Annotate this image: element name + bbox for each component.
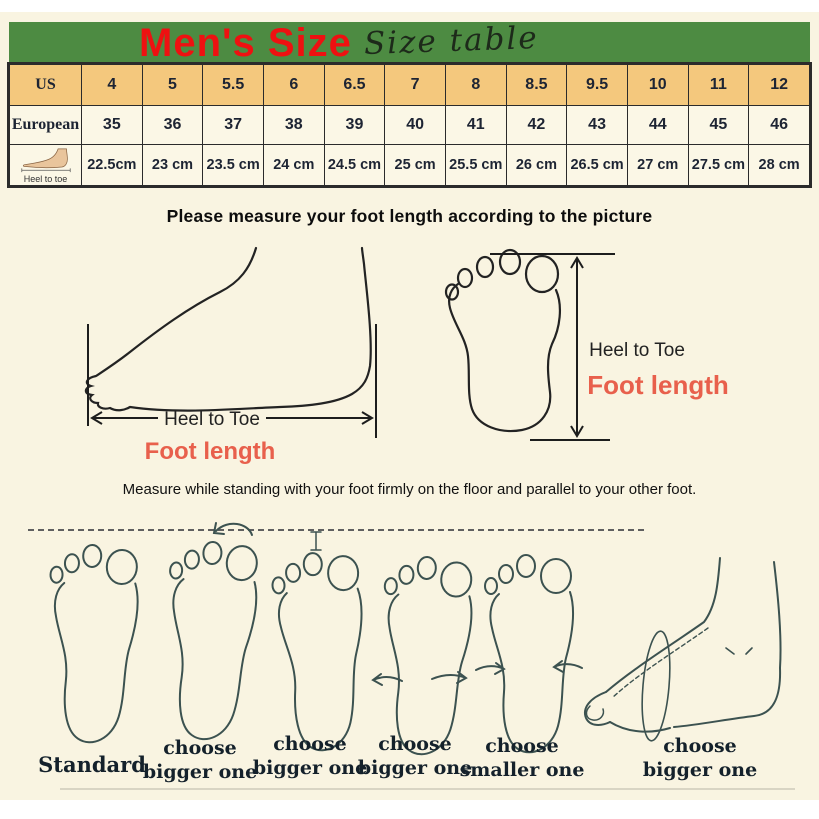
foot-measure-icon-wrap: Heel to toe xyxy=(10,147,81,184)
toe-alignment-dashed-line xyxy=(28,529,644,531)
standing-note: Measure while standing with your foot fi… xyxy=(122,481,697,498)
size-cell: 4 xyxy=(81,64,143,106)
fit-label-bigger-2: choose bigger one xyxy=(252,733,368,779)
size-cell: 42 xyxy=(505,105,568,145)
size-cell: 35 xyxy=(81,105,143,145)
size-cell: 8 xyxy=(444,64,507,106)
arrows-inward xyxy=(475,660,583,675)
size-cell: 26 cm xyxy=(505,144,568,186)
gap-marker xyxy=(310,531,322,551)
size-cell: 46 xyxy=(748,105,810,145)
heel-to-toe-label: Heel to Toe xyxy=(164,409,260,430)
bottom-divider xyxy=(60,788,795,790)
size-cell: 9.5 xyxy=(566,64,628,106)
size-cell: 37 xyxy=(202,105,264,145)
fit-label-bigger-4: choose bigger one xyxy=(642,735,758,781)
size-cell: 40 xyxy=(384,105,446,145)
heel-to-toe-label: Heel to Toe xyxy=(589,340,685,361)
size-cell: 25 cm xyxy=(384,144,446,186)
title-bar: Men's Size Size table xyxy=(9,19,810,65)
size-cell: 24.5 cm xyxy=(323,144,386,186)
curl-arrow xyxy=(212,522,253,536)
row-header-us: US xyxy=(9,64,82,106)
size-cell: 39 xyxy=(323,105,386,145)
row-header-heel-to-toe: Heel to toe xyxy=(9,144,82,186)
size-cell: 24 cm xyxy=(262,144,325,186)
foot-girth-illustration xyxy=(584,557,782,742)
instep-dashed-line xyxy=(611,627,709,699)
size-cell: 5.5 xyxy=(202,64,264,106)
footprint-narrow-illustration xyxy=(475,554,583,754)
horizontal-measure-arrow xyxy=(90,411,374,425)
size-cell: 7 xyxy=(384,64,446,106)
size-cell: 43 xyxy=(566,105,628,145)
size-cell: 6 xyxy=(262,64,325,106)
size-cell: 5 xyxy=(141,64,204,106)
fit-label-bigger-3: choose bigger one xyxy=(357,733,473,779)
size-cell: 27 cm xyxy=(626,144,689,186)
fit-label-bigger-1: choose bigger one xyxy=(142,737,258,783)
size-cell: 28 cm xyxy=(748,144,810,186)
girth-loop xyxy=(641,630,671,742)
foot-side-icon xyxy=(20,147,71,172)
foot-length-label: Foot length xyxy=(145,438,276,465)
size-cell: 6.5 xyxy=(323,64,386,106)
size-cell: 23.5 cm xyxy=(202,144,264,186)
vertical-measure-arrow xyxy=(490,253,615,441)
size-cell: 22.5cm xyxy=(81,144,143,186)
footprint-gap-illustration xyxy=(271,531,363,752)
fit-label-standard: Standard xyxy=(38,752,146,777)
size-table: US 4 5 5.5 6 6.5 7 8 8.5 9.5 10 11 12 Eu… xyxy=(7,62,812,188)
size-cell: 36 xyxy=(141,105,204,145)
size-cell: 12 xyxy=(748,64,810,106)
page-subtitle: Size table xyxy=(363,19,540,63)
foot-icon-caption: Heel to toe xyxy=(23,173,68,184)
page-title: Men's Size xyxy=(139,21,352,65)
size-cell: 11 xyxy=(687,64,750,106)
size-cell: 26.5 cm xyxy=(566,144,628,186)
footprint-outline xyxy=(448,282,562,433)
row-header-european: European xyxy=(9,105,82,145)
footprint-standard-illustration xyxy=(49,543,139,744)
arrows-outward xyxy=(371,671,468,686)
foot-length-label: Foot length xyxy=(587,370,729,400)
size-cell: 41 xyxy=(444,105,507,145)
foot-side-outline xyxy=(84,246,372,412)
size-cell: 23 cm xyxy=(141,144,204,186)
big-toe xyxy=(524,254,560,294)
us-size-row: US 4 5 5.5 6 6.5 7 8 8.5 9.5 10 11 12 xyxy=(9,64,810,106)
size-cell: 44 xyxy=(626,105,689,145)
fit-label-smaller: choose smaller one xyxy=(459,735,585,781)
size-cell: 25.5 cm xyxy=(444,144,507,186)
size-cell: 10 xyxy=(626,64,689,106)
footprint-long-toe-illustration xyxy=(169,522,258,741)
size-cell: 45 xyxy=(687,105,750,145)
european-size-row: European 35 36 37 38 39 40 41 42 43 44 4… xyxy=(9,105,810,145)
footprint-wide-illustration xyxy=(371,555,473,756)
measure-heading: Please measure your foot length accordin… xyxy=(166,206,653,226)
ankle-marks xyxy=(725,647,753,655)
size-cell: 38 xyxy=(262,105,325,145)
size-cell: 27.5 cm xyxy=(687,144,750,186)
footprint-measure-diagram: Heel to Toe Foot length xyxy=(444,248,729,441)
foot-length-row: Heel to toe 22.5cm 23 cm 23.5 cm 24 cm 2… xyxy=(9,144,810,186)
size-cell: 8.5 xyxy=(505,64,568,106)
foot-side-measure-diagram: Heel to Toe Foot length xyxy=(84,246,377,465)
